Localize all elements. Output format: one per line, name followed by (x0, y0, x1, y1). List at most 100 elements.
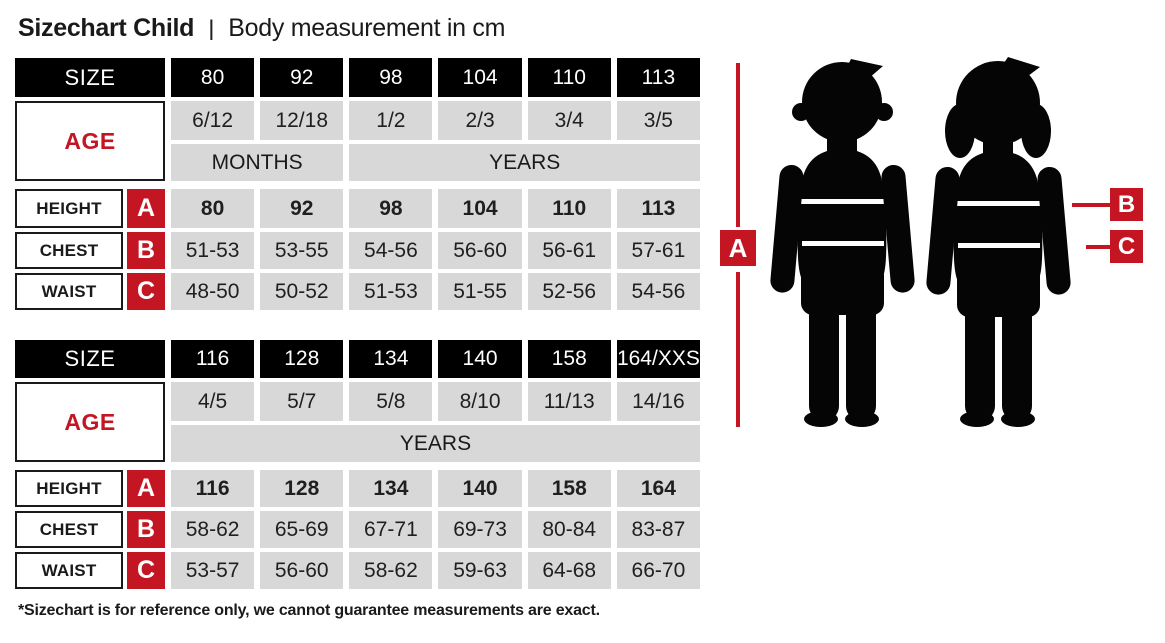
waist-row: WAIST C 48-50 50-52 51-53 51-55 52-56 54… (15, 273, 700, 310)
chest-cell: 57-61 (616, 232, 700, 269)
size-header-row: SIZE 80 92 98 104 110 113 (15, 58, 700, 97)
chest-cell: 53-55 (260, 232, 344, 269)
title-separator: | (208, 15, 215, 41)
waist-cell: 52-56 (527, 273, 611, 310)
waist-label: WAIST (15, 552, 123, 589)
age-unit-months: MONTHS (171, 144, 344, 181)
badge-a: A (720, 230, 756, 266)
age-cell: 11/13 (527, 382, 611, 421)
waist-cell: 64-68 (527, 552, 611, 589)
waist-row: WAIST C 53-57 56-60 58-62 59-63 64-68 66… (15, 552, 700, 589)
size-cell: 128 (260, 340, 344, 378)
chest-cell: 80-84 (527, 511, 611, 548)
size-cell: 158 (527, 340, 611, 378)
waist-cell: 54-56 (616, 273, 700, 310)
badge-c: C (1110, 230, 1143, 263)
height-cell: 116 (171, 470, 255, 507)
height-line-a (736, 63, 740, 227)
waist-cell: 50-52 (260, 273, 344, 310)
age-cell: 4/5 (171, 382, 255, 421)
age-label: AGE (15, 101, 165, 181)
size-header-label: SIZE (15, 58, 165, 97)
size-cell: 116 (171, 340, 255, 378)
size-cell: 92 (260, 58, 344, 97)
height-letter-badge: A (127, 470, 165, 507)
boy-silhouette (770, 59, 915, 427)
size-cell: 80 (171, 58, 255, 97)
height-label: HEIGHT (15, 470, 123, 507)
height-cell: 80 (171, 189, 255, 228)
age-unit-years: YEARS (171, 425, 700, 462)
height-row: HEIGHT A 80 92 98 104 110 113 (15, 189, 700, 228)
badge-b: B (1110, 188, 1143, 221)
age-block: AGE 4/5 5/7 5/8 8/10 11/13 14/16 YEARS (15, 382, 700, 462)
age-cell: 2/3 (438, 101, 522, 140)
age-cell: 5/8 (349, 382, 433, 421)
size-cell: 104 (438, 58, 522, 97)
height-cell: 110 (527, 189, 611, 228)
age-cell: 12/18 (260, 101, 344, 140)
height-cell: 164 (616, 470, 700, 507)
height-cell: 134 (349, 470, 433, 507)
height-cell: 104 (438, 189, 522, 228)
height-cell: 92 (260, 189, 344, 228)
size-cell: 110 (527, 58, 611, 97)
age-cell: 3/5 (616, 101, 700, 140)
age-block: AGE 6/12 12/18 1/2 2/3 3/4 3/5 MONTHS YE… (15, 101, 700, 181)
height-cell: 98 (349, 189, 433, 228)
chest-cell: 56-60 (438, 232, 522, 269)
chest-cell: 67-71 (349, 511, 433, 548)
sizechart-table-small: SIZE 80 92 98 104 110 113 AGE 6/12 12/18… (15, 58, 700, 314)
waist-cell: 51-53 (349, 273, 433, 310)
size-header-row: SIZE 116 128 134 140 158 164/XXS (15, 340, 700, 378)
chest-cell: 69-73 (438, 511, 522, 548)
waist-cell: 56-60 (260, 552, 344, 589)
title-main: Sizechart Child (18, 14, 195, 42)
footnote: *Sizechart is for reference only, we can… (18, 602, 600, 619)
waist-cell: 53-57 (171, 552, 255, 589)
waist-cell: 58-62 (349, 552, 433, 589)
chest-row: CHEST B 58-62 65-69 67-71 69-73 80-84 83… (15, 511, 700, 548)
size-cell: 140 (438, 340, 522, 378)
height-letter-badge: A (127, 189, 165, 228)
size-cell: 134 (349, 340, 433, 378)
age-cell: 14/16 (616, 382, 700, 421)
chest-cell: 83-87 (616, 511, 700, 548)
age-cell: 3/4 (527, 101, 611, 140)
waist-letter-badge: C (127, 552, 165, 589)
height-cell: 128 (260, 470, 344, 507)
chest-cell: 56-61 (527, 232, 611, 269)
waist-letter-badge: C (127, 273, 165, 310)
chest-label: CHEST (15, 232, 123, 269)
chest-line-b (1072, 203, 1110, 207)
chest-cell: 65-69 (260, 511, 344, 548)
age-label: AGE (15, 382, 165, 462)
age-cell: 8/10 (438, 382, 522, 421)
height-cell: 158 (527, 470, 611, 507)
waist-label: WAIST (15, 273, 123, 310)
size-header-label: SIZE (15, 340, 165, 378)
measurement-diagram: A (710, 55, 1165, 475)
page-title: Sizechart Child | Body measurement in cm (18, 14, 505, 43)
age-cell: 5/7 (260, 382, 344, 421)
size-cell: 113 (616, 58, 700, 97)
chest-cell: 51-53 (171, 232, 255, 269)
girl-silhouette (926, 57, 1071, 427)
waist-line-c (1086, 245, 1110, 249)
sizechart-table-large: SIZE 116 128 134 140 158 164/XXS AGE 4/5… (15, 340, 700, 593)
chest-letter-badge: B (127, 511, 165, 548)
title-subtitle: Body measurement in cm (228, 14, 506, 42)
waist-cell: 59-63 (438, 552, 522, 589)
age-unit-years: YEARS (349, 144, 700, 181)
age-cell: 6/12 (171, 101, 255, 140)
chest-cell: 54-56 (349, 232, 433, 269)
waist-cell: 66-70 (616, 552, 700, 589)
height-cell: 140 (438, 470, 522, 507)
size-cell: 98 (349, 58, 433, 97)
height-row: HEIGHT A 116 128 134 140 158 164 (15, 470, 700, 507)
age-cell: 1/2 (349, 101, 433, 140)
chest-letter-badge: B (127, 232, 165, 269)
waist-cell: 48-50 (171, 273, 255, 310)
size-cell: 164/XXS (616, 340, 700, 378)
